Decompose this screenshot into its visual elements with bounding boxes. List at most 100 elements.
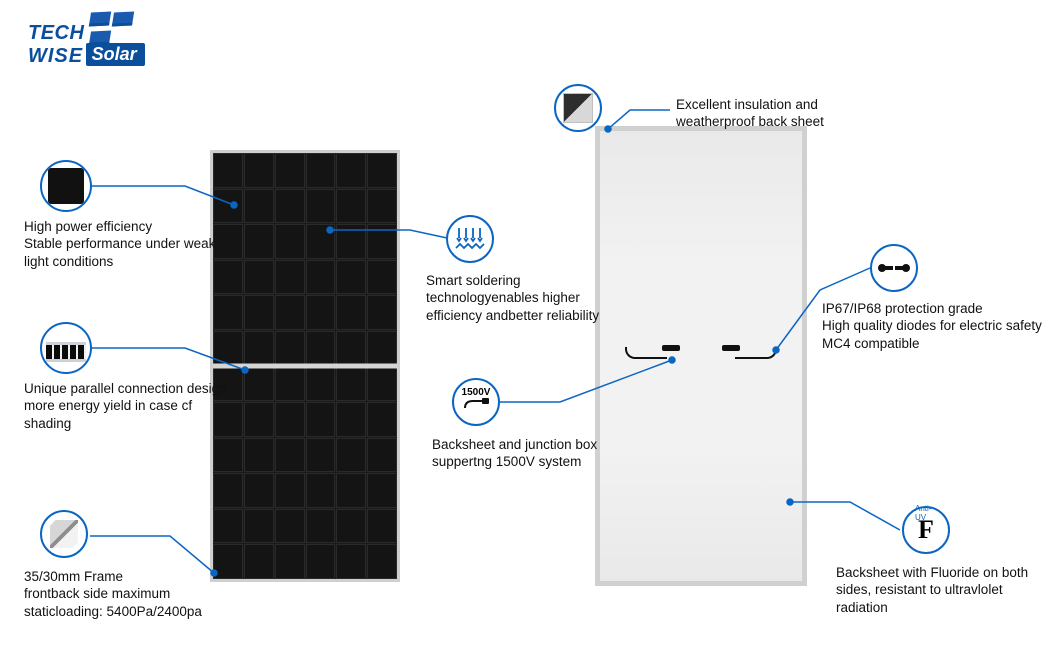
brand-logo: TECH WISE Solar bbox=[28, 22, 145, 68]
panel-cell bbox=[275, 295, 305, 330]
panel-cell bbox=[306, 260, 336, 295]
panel-cell bbox=[336, 331, 366, 366]
panel-corner-icon bbox=[554, 84, 602, 132]
panel-cell bbox=[336, 295, 366, 330]
panel-cell bbox=[336, 153, 366, 188]
panel-cell bbox=[367, 402, 397, 437]
callout-insulation-l2: weatherproof back sheet bbox=[676, 113, 866, 130]
panel-cell bbox=[336, 544, 366, 579]
callout-ip-l2: High quality diodes for electric safety bbox=[822, 317, 1052, 334]
frame-icon bbox=[40, 510, 88, 558]
panel-cell bbox=[367, 438, 397, 473]
callout-cell: High power efficiency Stable performance… bbox=[24, 218, 224, 270]
panel-cell bbox=[244, 402, 274, 437]
callout-frame: 35/30mm Frame frontback side maximum sta… bbox=[24, 568, 234, 620]
panel-cell bbox=[336, 366, 366, 401]
voltage-label: 1500V bbox=[462, 387, 491, 398]
panel-cell bbox=[213, 509, 243, 544]
panel-cell bbox=[367, 366, 397, 401]
panel-cell bbox=[336, 509, 366, 544]
panel-cell bbox=[367, 331, 397, 366]
panel-cell bbox=[336, 438, 366, 473]
callout-ip-l1: IP67/IP68 protection grade bbox=[822, 300, 1052, 317]
callout-junction: Backsheet and junction box suppertng 150… bbox=[432, 436, 622, 471]
panel-center-gap bbox=[213, 364, 397, 369]
callout-solder-l2: technologyenables higher bbox=[426, 289, 616, 306]
panel-cell bbox=[367, 153, 397, 188]
callout-cell-l3: light conditions bbox=[24, 253, 224, 270]
callout-frame-l1: 35/30mm Frame bbox=[24, 568, 234, 585]
callout-ip: IP67/IP68 protection grade High quality … bbox=[822, 300, 1052, 352]
callout-frame-l2: frontback side maximum bbox=[24, 585, 234, 602]
panel-cell bbox=[367, 295, 397, 330]
panel-cell bbox=[244, 509, 274, 544]
callout-cell-l2: Stable performance under weak bbox=[24, 235, 224, 252]
panel-cell bbox=[367, 189, 397, 224]
panel-cell bbox=[213, 153, 243, 188]
panel-cell bbox=[306, 509, 336, 544]
panel-cell bbox=[367, 509, 397, 544]
panel-cell bbox=[213, 438, 243, 473]
junction-box-icon: 1500V bbox=[452, 378, 500, 426]
connector-left-icon bbox=[662, 345, 680, 351]
callout-uv-l2: sides, resistant to ultravlolet radiatio… bbox=[836, 581, 1056, 616]
panel-cell bbox=[244, 189, 274, 224]
panel-cell bbox=[275, 438, 305, 473]
panel-cell bbox=[306, 295, 336, 330]
panel-cell bbox=[244, 295, 274, 330]
callout-parallel: Unique parallel connection design more e… bbox=[24, 380, 234, 432]
panel-cell bbox=[306, 473, 336, 508]
panel-cell bbox=[367, 224, 397, 259]
panel-cell bbox=[336, 473, 366, 508]
panel-cell bbox=[244, 473, 274, 508]
callout-solder-l3: efficiency andbetter reliability bbox=[426, 307, 616, 324]
panel-cell bbox=[367, 544, 397, 579]
panel-cell bbox=[244, 224, 274, 259]
panel-cell bbox=[275, 331, 305, 366]
cell-icon bbox=[40, 160, 92, 212]
cable-left-icon bbox=[625, 347, 667, 359]
callout-ip-l3: MC4 compatible bbox=[822, 335, 1052, 352]
panel-cell bbox=[367, 473, 397, 508]
anti-uv-glyph: F bbox=[904, 508, 948, 552]
logo-text-solar: Solar bbox=[86, 43, 145, 66]
panel-cell bbox=[213, 473, 243, 508]
callout-junction-l1: Backsheet and junction box bbox=[432, 436, 622, 453]
callout-uv: Backsheet with Fluoride on both sides, r… bbox=[836, 564, 1056, 616]
callout-insulation: Excellent insulation and weatherproof ba… bbox=[676, 96, 866, 131]
panel-cell bbox=[306, 153, 336, 188]
cable-right-icon bbox=[735, 347, 777, 359]
callout-parallel-l1: Unique parallel connection design bbox=[24, 380, 234, 397]
panel-cell bbox=[275, 260, 305, 295]
panel-cell bbox=[306, 366, 336, 401]
panel-cell bbox=[336, 189, 366, 224]
panel-cell bbox=[275, 544, 305, 579]
panel-cell bbox=[367, 260, 397, 295]
panel-cell bbox=[275, 473, 305, 508]
panel-cell bbox=[306, 438, 336, 473]
parallel-connection-icon bbox=[40, 322, 92, 374]
panel-cell bbox=[306, 402, 336, 437]
logo-text-wise: WISE bbox=[28, 45, 83, 67]
panel-cell bbox=[244, 544, 274, 579]
anti-uv-icon: Anti-UV F bbox=[902, 506, 950, 554]
panel-cell bbox=[213, 331, 243, 366]
panel-cell bbox=[275, 153, 305, 188]
panel-cell bbox=[275, 402, 305, 437]
callout-parallel-l2: more energy yield in case cf shading bbox=[24, 397, 234, 432]
panel-cell bbox=[275, 189, 305, 224]
callout-insulation-l1: Excellent insulation and bbox=[676, 96, 866, 113]
solar-panel-back bbox=[595, 126, 807, 586]
soldering-icon bbox=[446, 215, 494, 263]
callout-solder: Smart soldering technologyenables higher… bbox=[426, 272, 616, 324]
panel-cell bbox=[275, 366, 305, 401]
panel-cell bbox=[275, 509, 305, 544]
panel-cell bbox=[306, 189, 336, 224]
panel-cell bbox=[275, 224, 305, 259]
panel-cell bbox=[336, 402, 366, 437]
panel-cell bbox=[306, 224, 336, 259]
panel-cell bbox=[213, 295, 243, 330]
panel-cell bbox=[306, 331, 336, 366]
panel-cell bbox=[336, 224, 366, 259]
panel-cell bbox=[336, 260, 366, 295]
